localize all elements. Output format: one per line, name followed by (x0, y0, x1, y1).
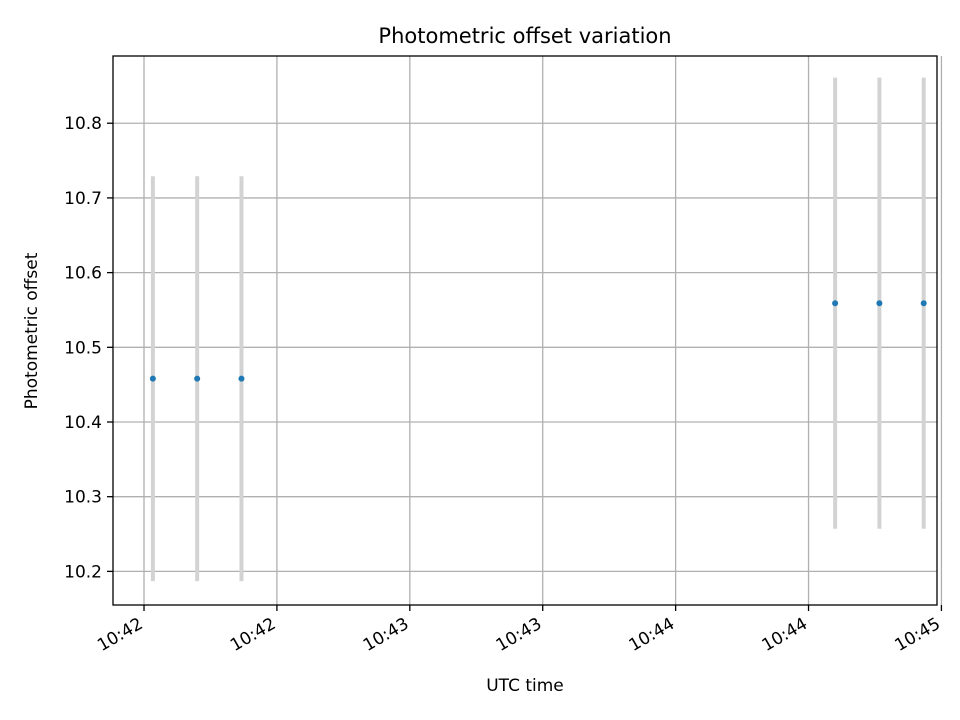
y-tick-label: 10.6 (64, 264, 102, 284)
x-axis-label: UTC time (486, 676, 564, 696)
data-points (149, 300, 927, 382)
data-point (920, 300, 927, 307)
y-tick-label: 10.7 (64, 189, 102, 209)
y-tick-label: 10.2 (64, 562, 102, 582)
data-point (194, 375, 201, 382)
y-tick-label: 10.4 (64, 413, 102, 433)
y-axis-label: Photometric offset (22, 252, 42, 409)
data-point (876, 300, 883, 307)
data-point (149, 375, 156, 382)
y-tick-label: 10.3 (64, 488, 102, 508)
data-point (238, 375, 245, 382)
y-tick-label: 10.8 (64, 114, 102, 134)
y-tick-label: 10.5 (64, 338, 102, 358)
chart-title: Photometric offset variation (378, 24, 671, 48)
data-point (832, 300, 839, 307)
plot-frame (112, 55, 938, 606)
grid-lines (113, 56, 943, 605)
